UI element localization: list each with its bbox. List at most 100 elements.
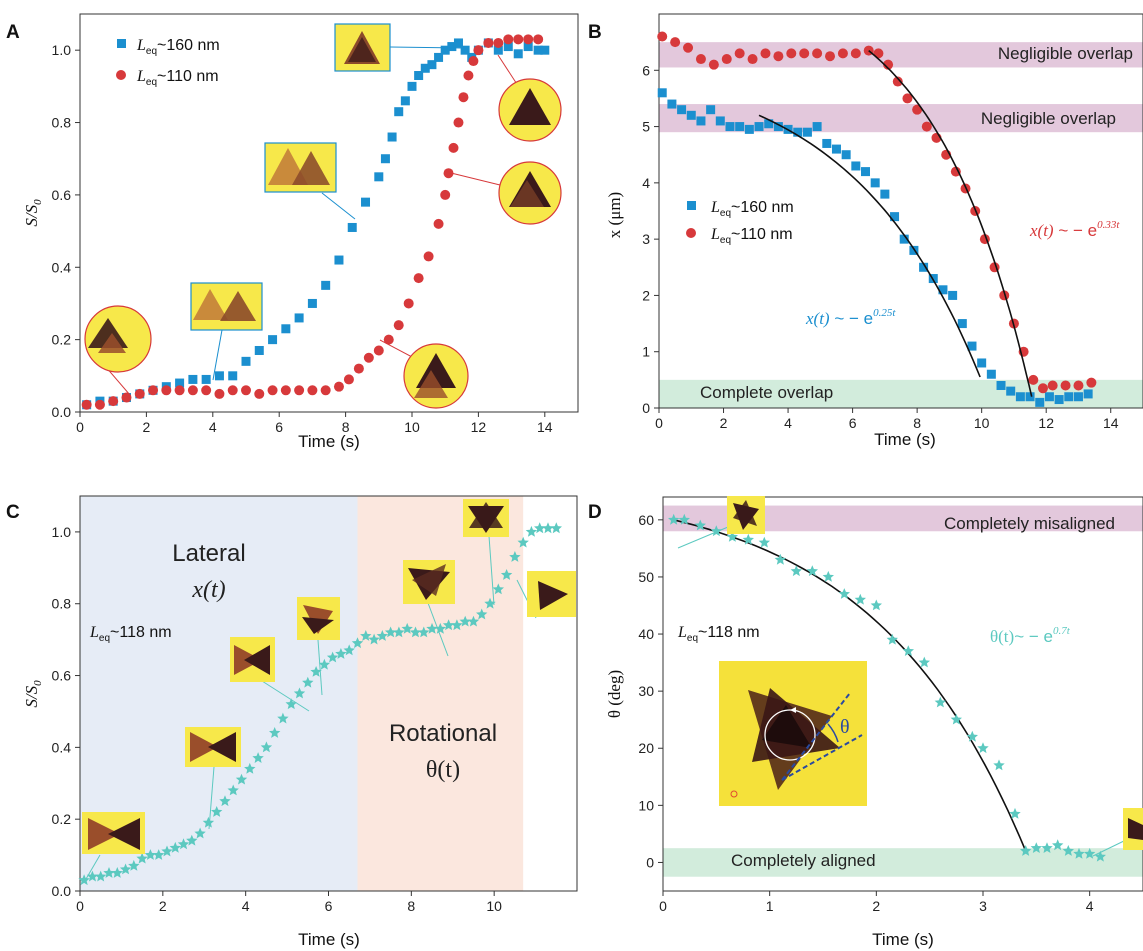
data-point-circle <box>670 37 681 48</box>
data-point-square <box>387 132 397 142</box>
y-tick-label: 50 <box>638 569 654 585</box>
x-tick-label: 12 <box>1038 415 1054 431</box>
data-point-circle <box>912 104 923 115</box>
region-lateral-var: x(t) <box>191 577 225 603</box>
flake-shape <box>510 180 544 207</box>
data-point-square <box>706 105 716 115</box>
data-point-star <box>838 588 850 599</box>
data-point-square <box>861 167 871 177</box>
callout-line <box>488 535 495 606</box>
data-point-star <box>368 633 380 645</box>
inset-micrograph: θ <box>719 661 867 806</box>
callout-line <box>677 526 729 549</box>
data-point-circle <box>453 117 464 128</box>
panel-a-xlabel: Time (s) <box>298 432 360 451</box>
data-point-star <box>950 713 962 725</box>
data-point-star <box>144 849 157 860</box>
data-point-square <box>812 122 822 132</box>
data-point-square <box>533 45 543 55</box>
data-point-square <box>686 110 696 120</box>
inset-theta-label: θ <box>840 716 850 738</box>
data-point-circle <box>695 54 706 65</box>
data-point-circle <box>493 37 504 48</box>
data-point-square <box>414 71 424 81</box>
y-tick-label: 0 <box>646 854 654 870</box>
callout-line <box>389 46 463 49</box>
callout-line <box>1092 838 1129 857</box>
data-point-circle <box>134 388 145 399</box>
flake-shape <box>190 732 218 762</box>
data-point-star <box>326 651 339 663</box>
data-point-star <box>235 773 248 785</box>
panel-d-points <box>668 513 1106 862</box>
data-point-square <box>1025 392 1035 402</box>
y-tick-label: 30 <box>638 683 654 699</box>
x-tick-label: 10 <box>974 415 990 431</box>
data-point-circle <box>433 218 444 229</box>
data-point-star <box>351 637 364 649</box>
panel-a-ylabel: S/S0 <box>22 199 44 227</box>
x-tick-label: 8 <box>407 898 415 914</box>
panel-d-letter: D <box>588 502 602 523</box>
data-point-star <box>409 626 422 638</box>
data-point-circle <box>1037 383 1048 394</box>
data-point-star <box>103 867 115 878</box>
panel-c-thumbnails <box>82 499 576 880</box>
data-point-star <box>918 656 930 668</box>
data-point-star <box>285 698 297 710</box>
flake-shape <box>220 291 256 321</box>
flake-shape <box>733 500 757 526</box>
data-point-star <box>710 525 722 537</box>
callout-line <box>212 329 223 381</box>
panel-a: A 0 2 4 6 8 10 12 14 0.0 0.2 0.4 0.6 0.8 1.0 Leq~160 … <box>6 13 579 451</box>
data-point-circle <box>81 399 92 410</box>
data-point-circle <box>503 34 514 45</box>
band-label-aligned: Completely aligned <box>731 851 876 870</box>
data-point-star <box>966 730 978 742</box>
data-point-circle <box>413 273 424 284</box>
x-tick-label: 14 <box>1103 415 1119 431</box>
flake-shape <box>193 289 228 320</box>
legend-swatch-blue <box>687 201 696 210</box>
data-point-star <box>434 622 446 634</box>
y-tick-label: 1 <box>642 344 650 360</box>
data-point-square <box>773 122 783 132</box>
x-tick-label: 3 <box>979 898 987 914</box>
y-tick-label: 5 <box>642 119 650 135</box>
data-point-square <box>453 38 463 48</box>
data-point-square <box>1054 395 1064 405</box>
data-point-star <box>269 727 281 738</box>
data-point-square <box>420 63 430 73</box>
data-point-circle <box>383 334 394 345</box>
data-point-star <box>211 806 223 817</box>
x-tick-label: 0 <box>655 415 663 431</box>
data-point-star <box>418 626 430 638</box>
legend-swatch-red <box>686 228 696 238</box>
y-tick-label: 40 <box>638 626 654 642</box>
data-point-star <box>1062 845 1074 856</box>
data-point-star <box>484 597 496 609</box>
data-point-star <box>758 536 770 548</box>
flake-shape <box>348 37 376 62</box>
data-point-star <box>467 615 480 627</box>
data-point-star <box>1094 850 1106 862</box>
data-point-square <box>996 380 1006 390</box>
data-point-circle <box>161 385 172 396</box>
y-tick-label: 0 <box>642 400 650 416</box>
y-tick-label: 2 <box>642 287 650 303</box>
data-point-star <box>1084 847 1096 859</box>
panel-c-points <box>78 522 562 886</box>
data-point-circle <box>458 92 469 103</box>
data-point-circle <box>708 59 719 70</box>
flake-shape <box>292 151 330 185</box>
data-point-square <box>764 119 774 129</box>
y-tick-label: 0.8 <box>52 115 72 131</box>
data-point-square <box>677 105 687 115</box>
x-tick-label: 4 <box>1086 898 1094 914</box>
data-point-star <box>244 762 256 774</box>
data-point-star <box>1073 847 1085 859</box>
x-tick-label: 1 <box>766 898 774 914</box>
data-point-square <box>1044 392 1054 402</box>
data-point-circle <box>657 31 668 42</box>
